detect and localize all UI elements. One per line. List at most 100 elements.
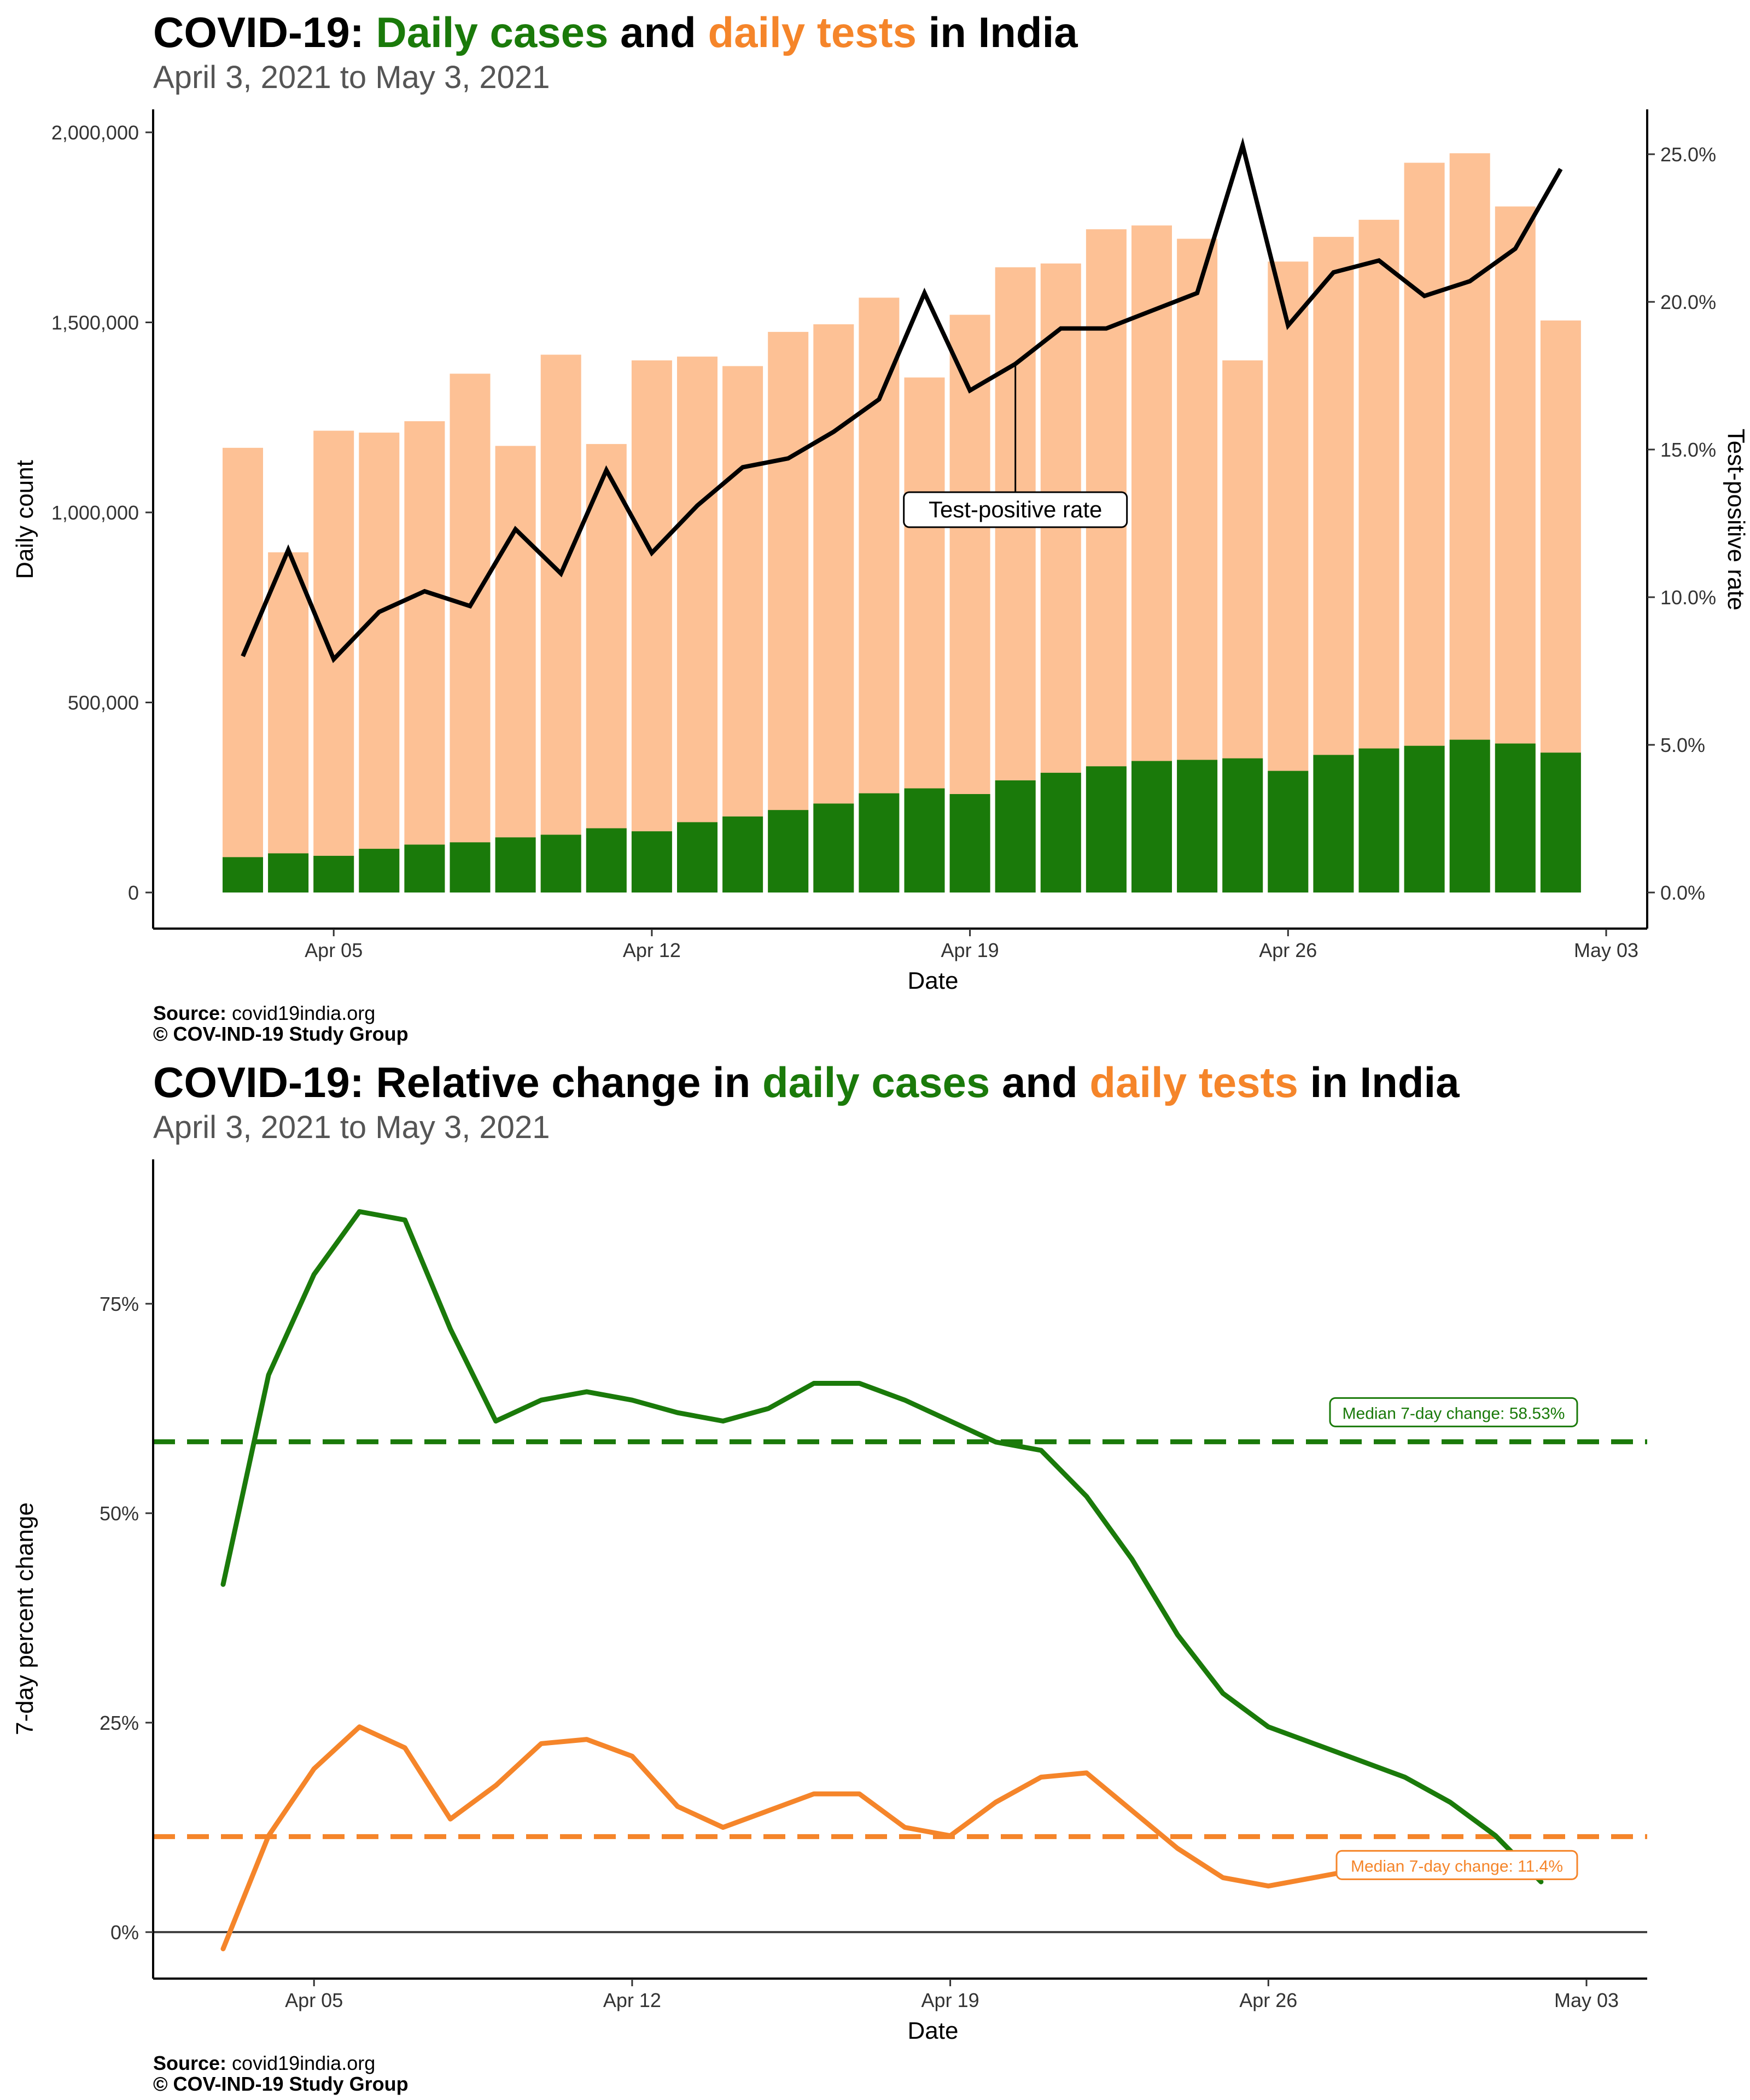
cases-bar [313,855,354,892]
x-tick-label: Apr 05 [285,1989,343,2011]
y-tick-label: 0% [110,1921,139,1944]
tests-bar [404,421,445,892]
cases-bar [1268,771,1309,892]
tests-bar [268,552,309,892]
tests-bar [586,444,627,892]
x-tick-label: Apr 19 [921,1989,979,2011]
cases-bar [1222,758,1263,892]
x-axis-title: Date [908,2017,959,2044]
y-axis-title-right: Test-positive rate [1723,429,1749,611]
cases-bar [995,780,1036,892]
cases-bar [268,853,309,892]
tests-bar [722,366,763,892]
cases-bar [1358,748,1399,892]
source-note: Source: covid19india.org [153,2053,375,2074]
y-tick-label-left: 500,000 [68,692,139,714]
cases-bar [1040,773,1081,892]
y-tick-label-right: 0.0% [1660,882,1705,904]
title-suffix: in India [1298,1058,1460,1106]
cases-bar [813,803,854,892]
median-tests-label: Median 7-day change: 11.4% [1351,1857,1563,1875]
title-and: and [608,8,708,56]
source-note: Source: covid19india.org [153,1003,375,1024]
y-tick-label-left: 1,500,000 [51,312,139,334]
cases-bar [949,794,990,892]
cases-bar [1313,755,1354,892]
cases-bar [1131,761,1172,892]
tests-change-line [220,1724,1544,1952]
title-cases: Daily cases [376,8,609,56]
cases-bar [404,844,445,892]
cases-bar [450,842,491,892]
copyright-note: © COV-IND-19 Study Group [153,2074,409,2095]
x-tick-label: Apr 19 [941,939,999,961]
tests-bar [631,360,672,892]
cases-bar [1086,766,1127,892]
y-tick-label-right: 5.0% [1660,734,1705,756]
cases-bar [586,828,627,892]
title-tests: daily tests [1089,1058,1298,1106]
cases-bar [1177,760,1218,892]
y-tick-label: 25% [100,1712,139,1734]
cases-bar [722,816,763,892]
cases-bar [1495,743,1536,892]
x-tick-label: May 03 [1554,1989,1619,2011]
source-label: Source: [153,2052,227,2074]
y-tick-label-right: 20.0% [1660,291,1716,313]
tests-bar [677,357,718,892]
y-tick-label-right: 15.0% [1660,439,1716,461]
cases-bar [1449,739,1490,892]
x-axis-title: Date [908,967,959,994]
title-and: and [990,1058,1090,1106]
cases-bar [1540,752,1581,892]
cases-bar [768,810,809,892]
y-tick-label-right: 25.0% [1660,143,1716,166]
cases-bar [223,857,263,892]
x-tick-label: Apr 12 [623,939,681,961]
tests-bar [495,446,536,892]
source-value: covid19india.org [226,1002,376,1024]
chart-subtitle: April 3, 2021 to May 3, 2021 [153,1110,550,1145]
y-axis-title-left: Daily count [11,460,38,579]
y-tick-label-right: 10.0% [1660,586,1716,609]
x-tick-label: Apr 05 [305,939,363,961]
annotation-box [903,491,1128,528]
copyright-text: © COV-IND-19 Study Group [153,1023,409,1045]
cases-bar [631,831,672,892]
cases-bar [540,835,581,892]
tests-bar [359,433,400,892]
tests-bar [450,374,491,892]
x-tick-label: May 03 [1574,939,1638,961]
tests-bar [223,447,263,892]
y-tick-label: 75% [100,1293,139,1315]
chart-title: COVID-19: Daily cases and daily tests in… [153,8,1078,57]
source-label: Source: [153,1002,227,1024]
cases-bar [859,793,900,892]
title-tests: daily tests [708,8,917,56]
daily-cases-tests-chart: COVID-19: Daily cases and daily tests in… [11,8,1749,1045]
x-tick-label: Apr 26 [1239,1989,1297,2011]
y-tick-label-left: 1,000,000 [51,501,139,524]
cases-bar [359,849,400,892]
y-tick-label-left: 2,000,000 [51,121,139,144]
tests-bar [768,331,809,892]
y-tick-label-left: 0 [128,882,139,904]
tests-bar [813,324,854,892]
median-tests-box [1335,1850,1578,1880]
tests-bar [540,354,581,892]
title-prefix: COVID-19: [153,8,376,56]
cases-bar [904,788,945,892]
chart-plot: Median 7-day change: 58.53% Median 7-day … [11,1159,1647,2044]
title-prefix: COVID-19: Relative change in [153,1058,762,1106]
chart-subtitle: April 3, 2021 to May 3, 2021 [153,60,550,95]
cases-bar [495,837,536,892]
title-suffix: in India [916,8,1078,56]
cases-bar [677,822,718,892]
median-cases-label: Median 7-day change: 58.53% [1343,1404,1565,1422]
chart-plot: 0 500,000 1,000,000 1,500,000 2,000,000 0.0% 5… [11,109,1749,994]
x-tick-label: Apr 26 [1259,939,1317,961]
chart-title: COVID-19: Relative change in daily cases… [153,1058,1460,1107]
tpr-line [241,137,1563,663]
cases-bar [1404,745,1445,892]
annotation-label: Test-positive rate [929,497,1102,522]
